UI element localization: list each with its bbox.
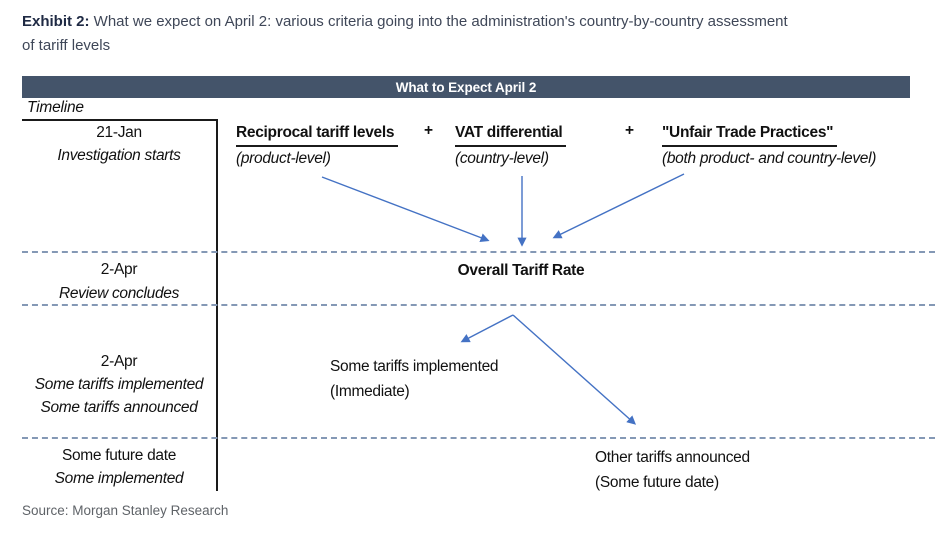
timeline-entry-date: 2-Apr — [100, 261, 138, 278]
timeline-entry-note: Some tariffs implemented — [34, 376, 204, 393]
arrow-reciprocal-to-overall — [321, 176, 490, 242]
criterion-unfair-trade-practices: "Unfair Trade Practices" (both product- … — [662, 121, 876, 170]
timeline-entry-21-jan: 21-Jan Investigation starts — [22, 121, 216, 167]
criterion-subtitle: (both product- and country-level) — [662, 150, 877, 167]
criterion-vat-differential: VAT differential (country-level) — [455, 121, 567, 170]
dashed-separator-1 — [22, 251, 935, 253]
dashed-separator-3 — [22, 437, 935, 439]
arrow-unfair-to-overall — [552, 173, 685, 239]
timeline-entry-note: Some implemented — [54, 470, 184, 487]
criterion-title: "Unfair Trade Practices" — [662, 121, 838, 147]
exhibit-title-line1: What we expect on April 2: various crite… — [89, 13, 788, 30]
arrow-overall-to-implemented — [460, 314, 514, 343]
outcome-implemented: Some tariffs implemented (Immediate) — [330, 354, 499, 404]
outcome-line1: Other tariffs announced — [595, 449, 750, 466]
timeline-entry-note: Some tariffs announced — [40, 399, 198, 416]
timeline-entry-2-apr-tariffs: 2-Apr Some tariffs implemented Some tari… — [22, 350, 216, 419]
banner-what-to-expect: What to Expect April 2 — [22, 76, 910, 98]
timeline-entry-date: Some future date — [61, 447, 177, 464]
timeline-entry-note: Review concludes — [58, 285, 180, 302]
overall-tariff-rate-label: Overall Tariff Rate — [457, 262, 585, 279]
timeline-entry-note: Investigation starts — [57, 147, 181, 164]
timeline-entry-future-date: Some future date Some implemented — [22, 444, 216, 490]
dashed-separator-2 — [22, 304, 935, 306]
criterion-title: VAT differential — [455, 121, 567, 147]
outcome-line2: (Some future date) — [595, 474, 719, 491]
timeline-entry-2-apr-review: 2-Apr Review concludes — [22, 258, 216, 306]
timeline-entry-date: 2-Apr — [100, 353, 138, 370]
criterion-subtitle: (product-level) — [236, 150, 331, 167]
outcome-line2: (Immediate) — [330, 383, 410, 400]
banner-title: What to Expect April 2 — [395, 79, 537, 95]
plus-sign-1: + — [424, 122, 434, 139]
timeline-entry-date: 21-Jan — [96, 124, 142, 141]
criterion-title: Reciprocal tariff levels — [236, 121, 399, 147]
outcome-line1: Some tariffs implemented — [330, 358, 499, 375]
source-note: Source: Morgan Stanley Research — [22, 503, 229, 518]
exhibit-caption: Exhibit 2: What we expect on April 2: va… — [22, 10, 927, 58]
arrow-overall-to-announced — [512, 314, 637, 425]
exhibit-label: Exhibit 2: — [22, 13, 90, 30]
outcome-announced: Other tariffs announced (Some future dat… — [595, 445, 750, 495]
timeline-label: Timeline — [27, 99, 84, 116]
criterion-subtitle: (country-level) — [455, 150, 549, 167]
exhibit-title-line2: of tariff levels — [22, 37, 111, 54]
plus-sign-2: + — [625, 122, 635, 139]
criterion-reciprocal-tariffs: Reciprocal tariff levels (product-level) — [236, 121, 399, 170]
